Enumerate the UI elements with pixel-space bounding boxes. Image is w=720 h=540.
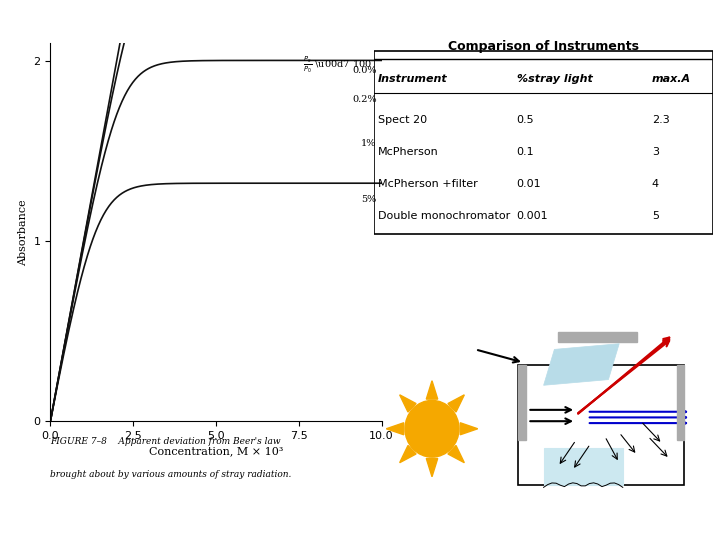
Text: 4: 4 — [652, 179, 659, 189]
Text: 0.5: 0.5 — [516, 115, 534, 125]
X-axis label: Concentration, M × 10³: Concentration, M × 10³ — [149, 447, 283, 456]
Text: McPherson: McPherson — [378, 147, 438, 157]
Polygon shape — [400, 395, 416, 412]
Circle shape — [405, 401, 459, 457]
Text: FIGURE 7–8    Apparent deviation from Beer's law: FIGURE 7–8 Apparent deviation from Beer'… — [50, 437, 281, 447]
Text: Spect 20: Spect 20 — [378, 115, 427, 125]
Text: 0.001: 0.001 — [516, 211, 548, 221]
Text: 3: 3 — [652, 147, 659, 157]
Text: %stray light: %stray light — [516, 75, 593, 84]
Text: 0.0%: 0.0% — [352, 66, 377, 75]
Polygon shape — [448, 395, 464, 412]
Text: 1%: 1% — [361, 139, 377, 148]
Text: 5: 5 — [652, 211, 659, 221]
Text: Double monochromator: Double monochromator — [378, 211, 510, 221]
Polygon shape — [460, 423, 478, 435]
Y-axis label: Absorbance: Absorbance — [18, 199, 28, 266]
Text: Instrument: Instrument — [378, 75, 448, 84]
Bar — [558, 333, 637, 342]
Text: 0.2%: 0.2% — [352, 94, 377, 104]
Bar — [677, 364, 684, 440]
Polygon shape — [544, 344, 619, 386]
Text: Comparison of Instruments: Comparison of Instruments — [448, 39, 639, 52]
Polygon shape — [426, 381, 438, 399]
Text: McPherson +filter: McPherson +filter — [378, 179, 477, 189]
Text: 2.3: 2.3 — [652, 115, 670, 125]
Text: max.A: max.A — [652, 75, 691, 84]
Bar — [544, 448, 623, 485]
Text: brought about by various amounts of stray radiation.: brought about by various amounts of stra… — [50, 470, 292, 479]
Text: 0.1: 0.1 — [516, 147, 534, 157]
Polygon shape — [400, 446, 416, 463]
Polygon shape — [426, 458, 438, 477]
Bar — [374, 51, 713, 234]
Polygon shape — [386, 423, 404, 435]
Text: 0.01: 0.01 — [516, 179, 541, 189]
Text: $\frac{P_s}{P_0}$ \u00d7 100: $\frac{P_s}{P_0}$ \u00d7 100 — [302, 55, 372, 75]
Text: 5%: 5% — [361, 195, 377, 204]
Bar — [518, 364, 526, 440]
Polygon shape — [448, 446, 464, 463]
Bar — [518, 364, 684, 485]
